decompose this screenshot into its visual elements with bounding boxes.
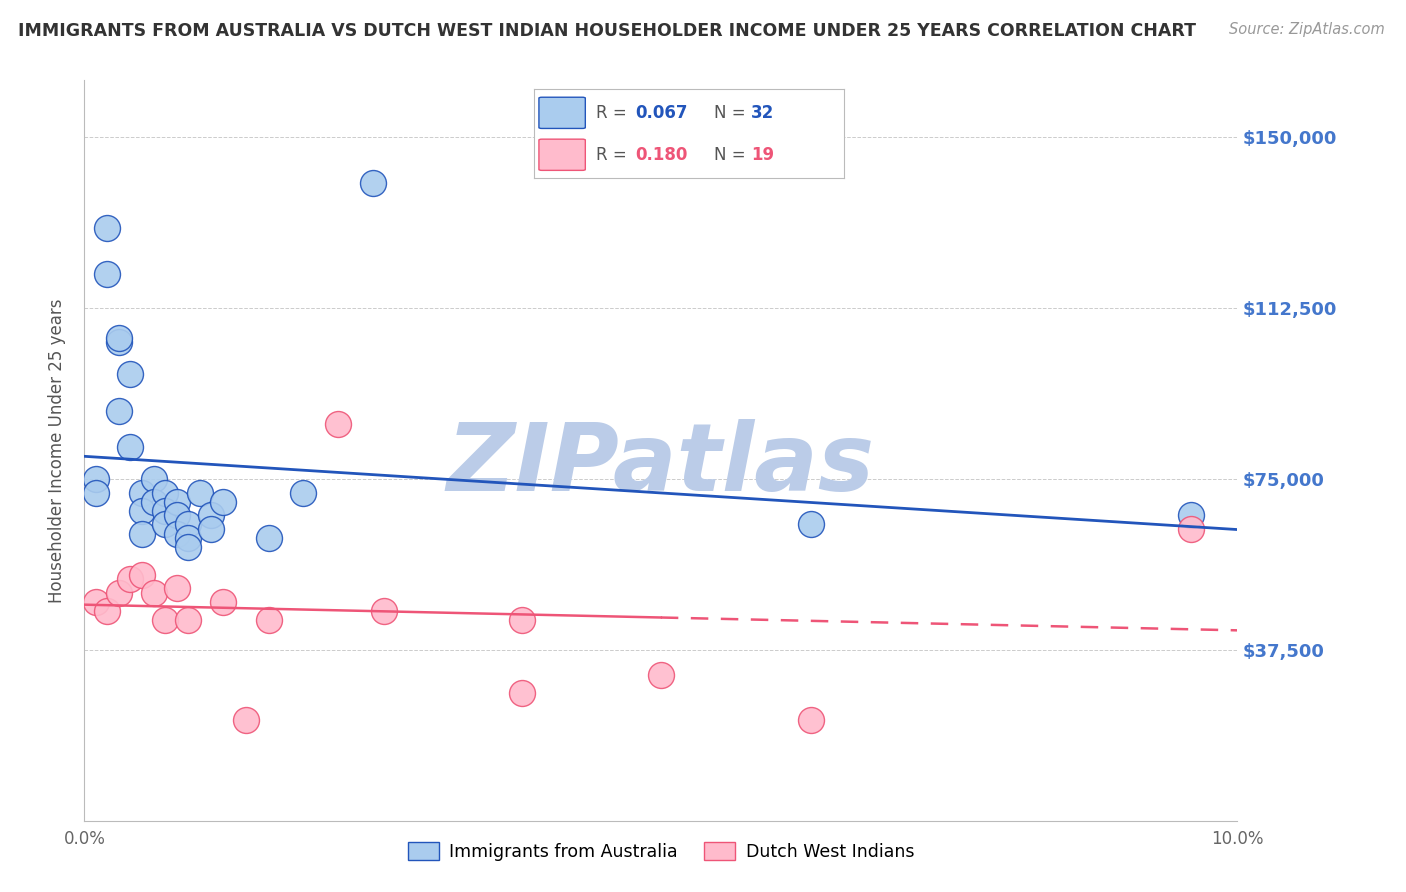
FancyBboxPatch shape (538, 139, 585, 170)
Point (257, 613, 280, 627)
Point (84, 485, 107, 500)
Point (120, 572, 142, 586)
Point (1180, 522, 1202, 536)
Point (153, 504, 176, 518)
Point (361, 176, 384, 190)
Point (800, 517, 823, 532)
Point (650, 668, 672, 682)
Point (177, 613, 200, 627)
Point (211, 595, 233, 609)
Point (142, 472, 165, 486)
Text: N =: N = (714, 145, 751, 164)
Point (200, 522, 222, 536)
Point (96, 221, 118, 235)
Text: R =: R = (596, 145, 633, 164)
Text: 0.180: 0.180 (636, 145, 688, 164)
Point (177, 531, 200, 545)
Point (142, 494, 165, 508)
Point (96, 604, 118, 618)
Point (120, 440, 142, 454)
Text: IMMIGRANTS FROM AUSTRALIA VS DUTCH WEST INDIAN HOUSEHOLDER INCOME UNDER 25 YEARS: IMMIGRANTS FROM AUSTRALIA VS DUTCH WEST … (18, 22, 1197, 40)
Point (131, 567, 153, 582)
Point (166, 508, 188, 523)
Y-axis label: Householder Income Under 25 years: Householder Income Under 25 years (48, 298, 66, 603)
Point (84, 472, 107, 486)
Point (166, 582, 188, 596)
Point (131, 526, 153, 541)
Point (373, 604, 395, 618)
Point (108, 586, 131, 600)
Point (153, 613, 176, 627)
Point (211, 494, 233, 508)
Text: 32: 32 (751, 103, 775, 122)
Text: 0.067: 0.067 (636, 103, 688, 122)
Point (108, 403, 131, 417)
Text: Source: ZipAtlas.com: Source: ZipAtlas.com (1229, 22, 1385, 37)
Point (800, 714, 823, 728)
Point (188, 485, 211, 500)
Point (257, 531, 280, 545)
Point (108, 335, 131, 350)
Legend: Immigrants from Australia, Dutch West Indians: Immigrants from Australia, Dutch West In… (401, 835, 921, 868)
Point (512, 686, 534, 700)
Point (235, 714, 257, 728)
Point (177, 517, 200, 532)
Point (131, 485, 153, 500)
Point (84, 595, 107, 609)
Point (326, 417, 349, 432)
Point (96, 267, 118, 281)
Point (177, 541, 200, 555)
Point (131, 504, 153, 518)
Point (292, 485, 315, 500)
Point (153, 485, 176, 500)
Text: R =: R = (596, 103, 633, 122)
Point (153, 517, 176, 532)
Point (200, 508, 222, 523)
Point (108, 331, 131, 345)
FancyBboxPatch shape (538, 97, 585, 128)
Point (166, 494, 188, 508)
Point (1180, 508, 1202, 523)
Text: 19: 19 (751, 145, 773, 164)
Point (142, 586, 165, 600)
Point (512, 613, 534, 627)
Point (166, 526, 188, 541)
Point (120, 367, 142, 381)
Text: ZIPatlas: ZIPatlas (447, 419, 875, 511)
Text: N =: N = (714, 103, 751, 122)
